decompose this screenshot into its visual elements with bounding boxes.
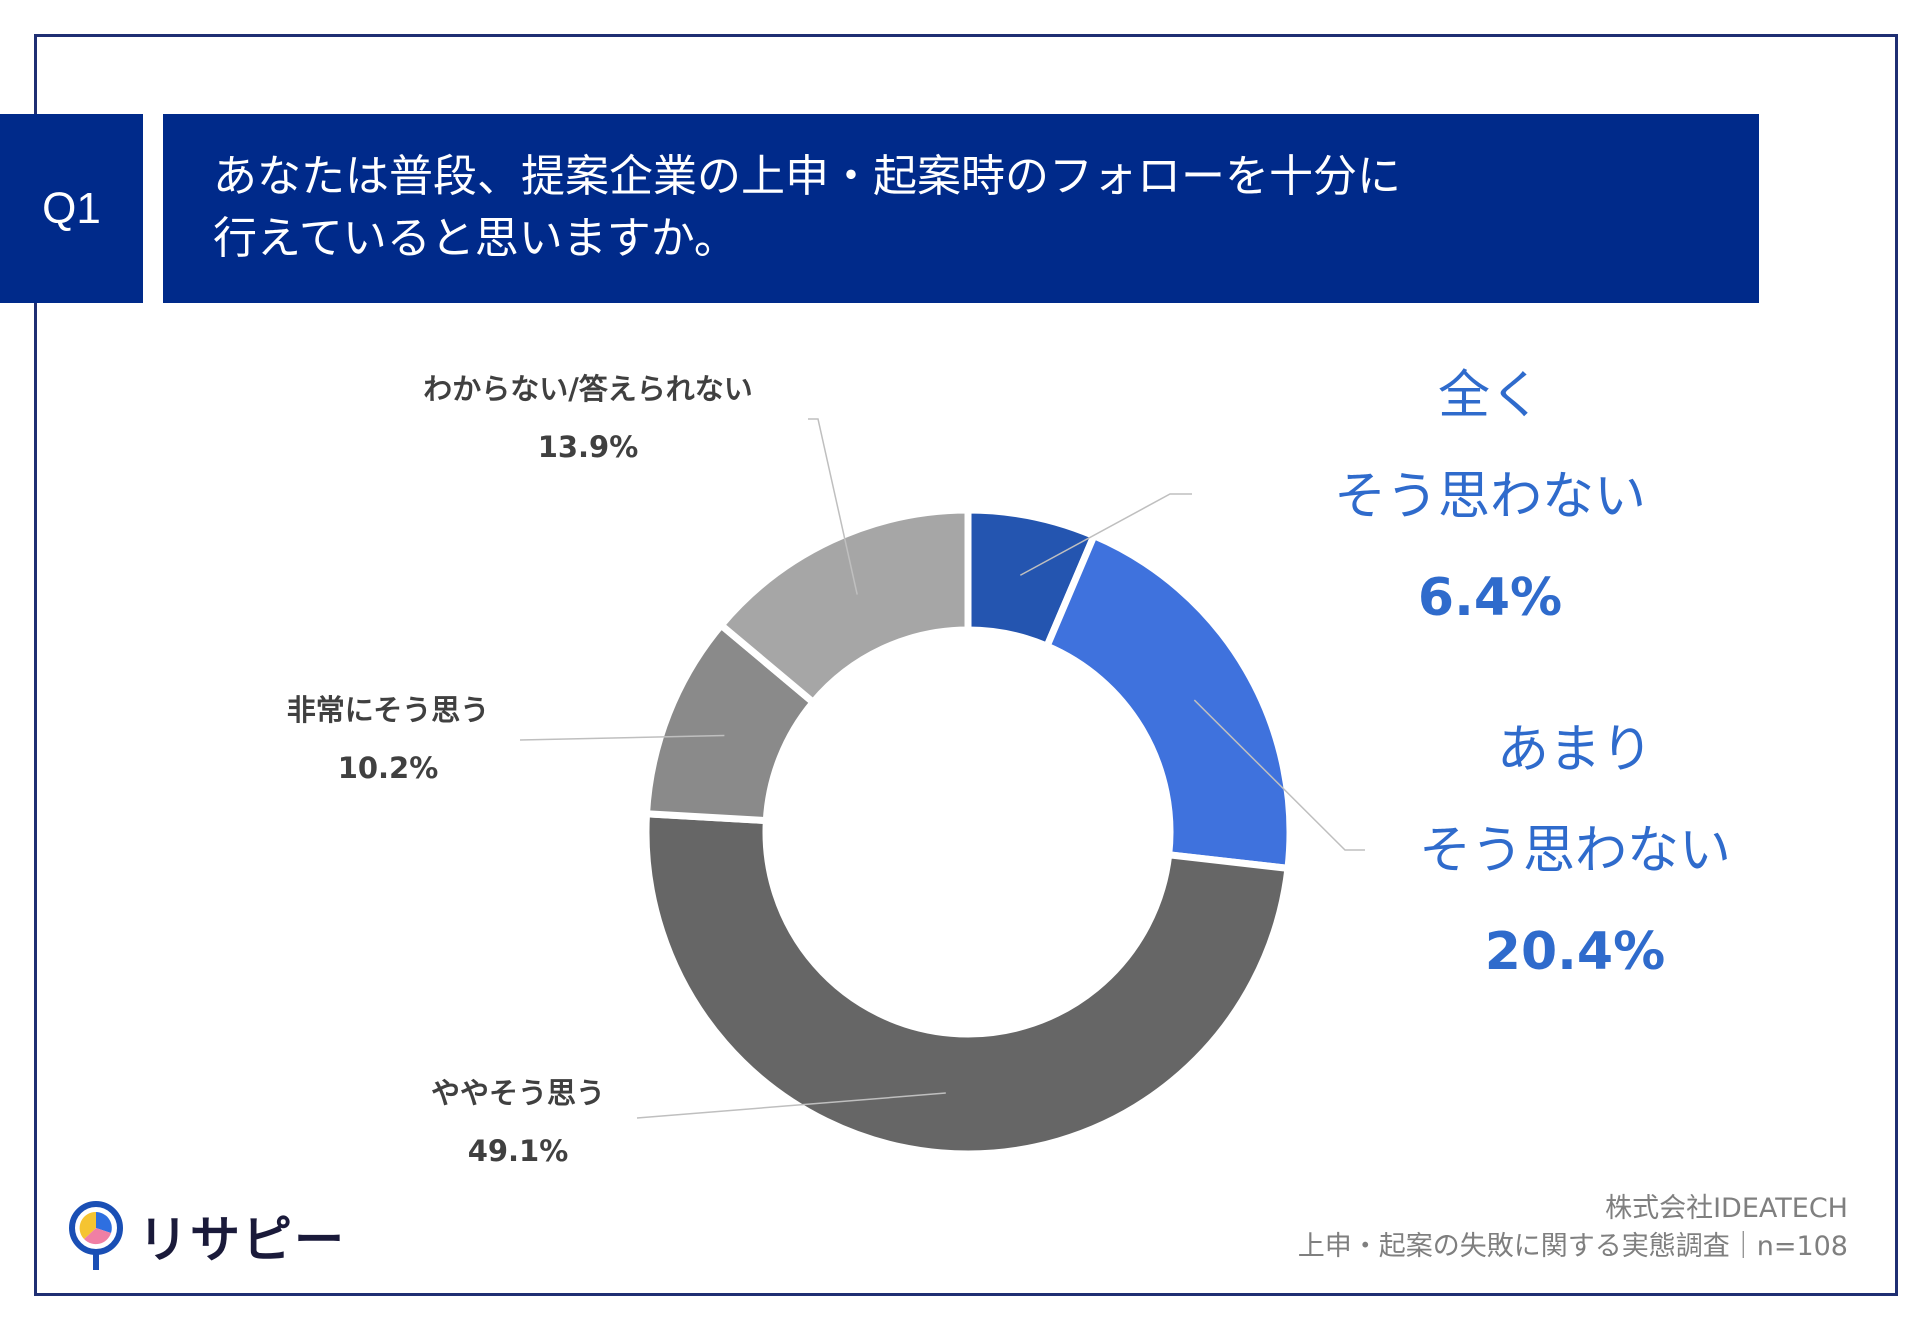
source-credit: 株式会社IDEATECH 上申・起案の失敗に関する実態調査｜n=108 — [1298, 1190, 1848, 1266]
label-unknown-value: 13.9% — [537, 430, 639, 464]
logo: リサピー — [68, 1200, 346, 1272]
leader-line — [1019, 493, 1192, 576]
leader-line — [808, 418, 858, 595]
question-title-line2: 行えていると思いますか。 — [213, 213, 738, 264]
label-somewhat-value: 49.1% — [467, 1134, 569, 1168]
label-unknown: わからない/答えられない 13.9% — [358, 360, 818, 476]
leader-line — [1193, 699, 1365, 851]
label-very-value: 10.2% — [337, 751, 439, 785]
leader-line — [636, 1092, 946, 1119]
question-tag: Q1 — [0, 114, 143, 303]
slice-unknown — [716, 506, 972, 708]
label-not-really-line1: あまり — [1496, 720, 1653, 780]
pin-logo-icon — [69, 1201, 123, 1270]
label-unknown-text: わからない/答えられない — [423, 372, 753, 406]
label-not-at-all-line2: そう思わない — [1333, 467, 1646, 527]
slice-somewhat — [642, 810, 1292, 1158]
question-title: あなたは普段、提案企業の上申・起案時のフォローを十分に 行えていると思いますか。 — [163, 114, 1759, 303]
label-not-at-all-value: 6.4% — [1417, 568, 1563, 628]
question-title-line1: あなたは普段、提案企業の上申・起案時のフォローを十分に — [213, 151, 1401, 202]
label-not-at-all: 全く そう思わない 6.4% — [1290, 346, 1690, 649]
frame-border — [34, 34, 1898, 1296]
label-very: 非常にそう思う 10.2% — [228, 681, 548, 797]
label-not-really: あまり そう思わない 20.4% — [1375, 700, 1775, 1003]
label-somewhat: ややそう思う 49.1% — [358, 1064, 678, 1180]
label-not-really-line2: そう思わない — [1418, 821, 1731, 881]
label-very-text: 非常にそう思う — [286, 693, 490, 727]
label-not-really-value: 20.4% — [1484, 922, 1666, 982]
leader-line — [519, 734, 725, 741]
source-line2: 上申・起案の失敗に関する実態調査｜n=108 — [1297, 1231, 1848, 1262]
slice-not-really — [1042, 531, 1294, 873]
label-somewhat-text: ややそう思う — [430, 1076, 605, 1110]
logo-text: リサピー — [138, 1211, 346, 1269]
label-not-at-all-line1: 全く — [1437, 366, 1542, 426]
source-line1: 株式会社IDEATECH — [1605, 1193, 1848, 1224]
